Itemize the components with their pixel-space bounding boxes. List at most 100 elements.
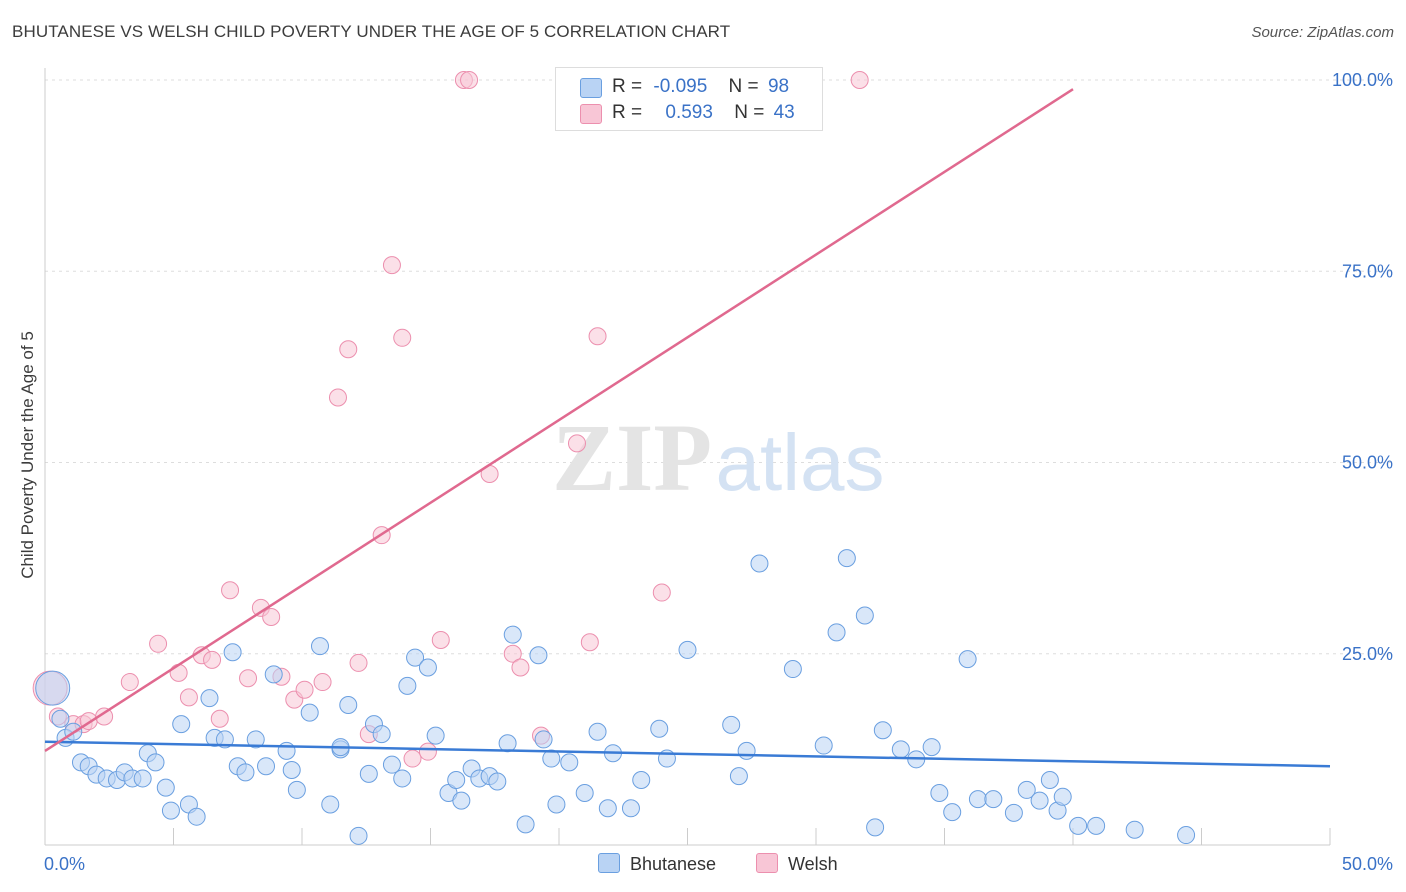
legend-r-value: 0.593	[665, 102, 713, 123]
bhutanese-point	[534, 730, 553, 749]
series-label-bhutanese: Bhutanese	[630, 854, 717, 874]
welsh-point	[339, 340, 358, 359]
welsh-point	[328, 388, 347, 407]
welsh-point	[503, 644, 522, 663]
bhutanese-point	[1004, 803, 1023, 822]
correlation-legend: R = -0.095 N = 98 R = 0.593 N = 43	[555, 67, 823, 131]
bhutanese-point	[287, 780, 306, 799]
legend-r-label: R =	[612, 102, 643, 123]
bhutanese-point	[393, 769, 412, 788]
bhutanese-point	[223, 643, 242, 662]
bhutanese-point	[156, 778, 175, 797]
trend-lines	[44, 88, 1331, 768]
y-tick-label: 50.0%	[1342, 453, 1393, 473]
bhutanese-point	[930, 783, 949, 802]
bhutanese-point	[321, 795, 340, 814]
bhutanese-point	[215, 730, 234, 749]
bhutanese-point	[406, 648, 425, 667]
bhutanese-point	[200, 689, 219, 708]
bhutanese-point	[737, 741, 756, 760]
bhutanese-point	[398, 676, 417, 695]
bhutanese-point	[650, 719, 669, 738]
bhutanese-point	[300, 703, 319, 722]
legend-n-label: N =	[728, 76, 759, 97]
welsh-point	[221, 581, 240, 600]
bhutanese-point	[547, 795, 566, 814]
welsh-point	[460, 71, 479, 89]
tick-labels: 25.0% 50.0% 75.0% 100.0% 0.0% 50.0%	[44, 70, 1393, 874]
legend-r-label: R =	[612, 76, 643, 97]
welsh-point	[850, 71, 869, 89]
bhutanese-point	[488, 772, 507, 791]
bhutanese-point	[172, 715, 191, 734]
bhutanese-point	[452, 791, 471, 810]
series-legend-welsh: Welsh	[756, 853, 838, 875]
bhutanese-point	[588, 722, 607, 741]
bhutanese-point	[35, 670, 71, 706]
bhutanese-point	[257, 757, 276, 776]
bhutanese-point	[529, 646, 548, 665]
bhutanese-point	[968, 790, 987, 809]
bhutanese-point	[277, 741, 296, 760]
bhutanese-point	[310, 637, 329, 656]
bhutanese-point	[750, 554, 769, 573]
chart-title: BHUTANESE VS WELSH CHILD POVERTY UNDER T…	[12, 22, 731, 41]
bhutanese-point	[729, 767, 748, 786]
welsh-point	[511, 658, 530, 677]
bhutanese-point	[51, 709, 70, 728]
bhutanese-point	[339, 696, 358, 715]
bhutanese-point	[855, 606, 874, 625]
bhutanese-point	[678, 640, 697, 659]
legend-r-value: -0.095	[653, 76, 708, 97]
watermark-atlas: atlas	[716, 418, 885, 507]
x-tick-label: 50.0%	[1342, 854, 1393, 874]
bhutanese-points	[35, 549, 1196, 845]
watermark: ZIP atlas	[552, 404, 885, 511]
bhutanese-point	[866, 818, 885, 837]
bhutanese-point	[891, 740, 910, 759]
bhutanese-point	[984, 790, 1003, 809]
bhutanese-point	[621, 799, 640, 818]
y-tick-label: 75.0%	[1342, 261, 1393, 281]
welsh-point	[580, 633, 599, 652]
bhutanese-point	[372, 725, 391, 744]
legend-n-value: 98	[767, 76, 790, 97]
bhutanese-point	[359, 764, 378, 783]
bhutanese-point	[1040, 770, 1059, 789]
bhutanese-point	[1177, 826, 1196, 845]
bhutanese-point	[1017, 780, 1036, 799]
series-label-welsh: Welsh	[788, 854, 838, 874]
legend-n-label: N =	[734, 102, 765, 123]
source-label: Source: ZipAtlas.com	[1251, 24, 1394, 41]
bhutanese-point	[246, 730, 265, 749]
welsh-point	[179, 688, 198, 707]
welsh-point	[239, 669, 258, 688]
bhutanese-point	[560, 753, 579, 772]
welsh-point	[120, 673, 139, 692]
welsh-point	[567, 434, 586, 453]
bhutanese-point	[516, 815, 535, 834]
x-tick-label: 0.0%	[44, 854, 85, 874]
axes	[44, 68, 1331, 846]
welsh-point	[382, 256, 401, 275]
welsh-point	[210, 709, 229, 728]
y-tick-label: 100.0%	[1332, 70, 1393, 90]
welsh-trend-line	[44, 88, 1074, 752]
y-tick-label: 25.0%	[1342, 644, 1393, 664]
bhutanese-point	[349, 826, 368, 845]
bhutanese-point	[282, 761, 301, 780]
bhutanese-point	[922, 738, 941, 757]
bhutanese-point	[447, 770, 466, 789]
bhutanese-trend-line	[44, 740, 1331, 768]
bhutanese-point	[575, 783, 594, 802]
bhutanese-point	[837, 549, 856, 568]
bhutanese-point	[426, 726, 445, 745]
bhutanese-point	[146, 753, 165, 772]
bhutanese-point	[264, 665, 283, 684]
welsh-point	[393, 328, 412, 347]
bhutanese-point	[1053, 787, 1072, 806]
welsh-point	[588, 327, 607, 346]
bhutanese-point	[943, 803, 962, 822]
series-swatch-bhutanese	[598, 853, 620, 873]
